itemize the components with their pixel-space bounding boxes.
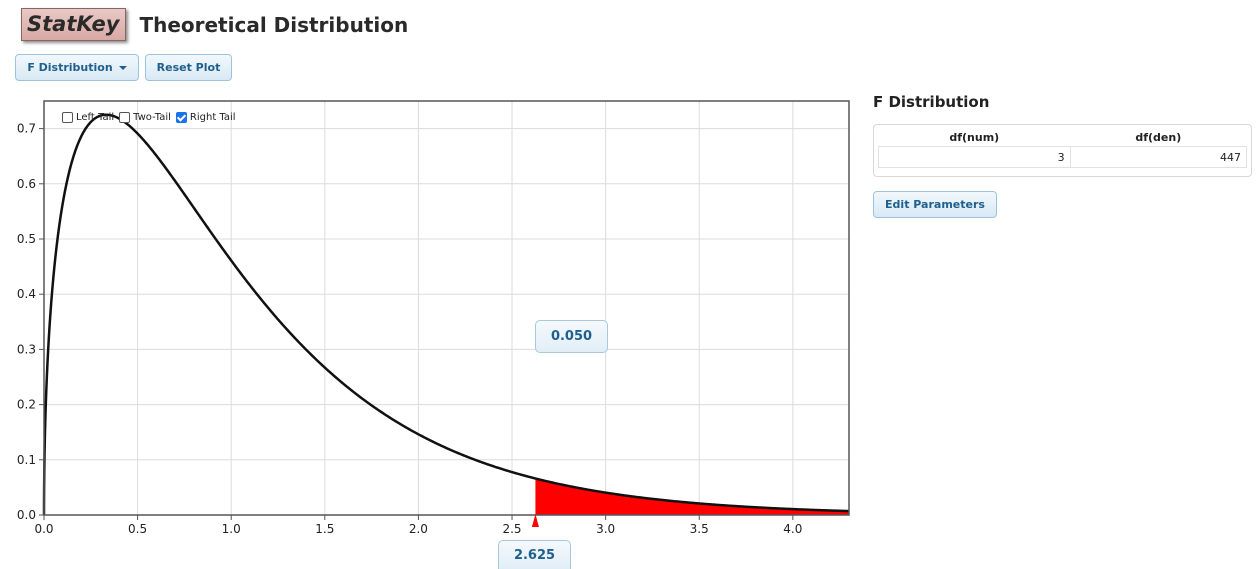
two-tail-checkbox[interactable] <box>119 112 131 123</box>
y-tick-label: 0.5 <box>17 232 36 246</box>
distribution-dropdown-button[interactable]: F Distribution <box>15 54 139 81</box>
left-tail-checkbox[interactable] <box>62 112 73 123</box>
page-title: Theoretical Distribution <box>139 12 409 37</box>
x-tick-label: 1.5 <box>315 522 334 536</box>
tail-options: Left Tail Two-Tail Right Tail <box>62 112 241 123</box>
app-header: StatKey Theoretical Distribution <box>21 8 408 41</box>
plot-frame <box>43 100 850 516</box>
x-tick-label: 0.5 <box>128 522 147 536</box>
chevron-down-icon <box>118 65 127 70</box>
density-curve <box>42 113 850 516</box>
statkey-logo[interactable]: StatKey <box>21 8 127 41</box>
f-distribution-chart: 0.0 0.1 0.2 0.3 0.4 0.5 0.6 0.7 0.0 0.5 1.0 1.5 2.0… <box>17 100 850 536</box>
df-den-header: df(den) <box>1135 131 1182 144</box>
two-tail-label: Two-Tail <box>133 112 171 123</box>
right-tail-label: Right Tail <box>189 112 236 123</box>
df-num-header: df(num) <box>949 131 1000 144</box>
x-tick-label: 2.5 <box>502 522 521 536</box>
y-tick-label: 0.0 <box>17 508 36 522</box>
x-tick-label: 4.0 <box>783 522 802 536</box>
parameters-table: df(num) df(den) 3 447 <box>873 124 1252 177</box>
right-tail-checkbox[interactable] <box>175 112 187 123</box>
y-tick-label: 0.6 <box>17 177 36 191</box>
right-tail-area <box>535 478 849 515</box>
tail-probability-box[interactable]: 0.050 <box>535 320 608 353</box>
x-tick-label: 0.0 <box>34 522 53 536</box>
x-tick-label: 1.0 <box>222 522 241 536</box>
x-tick-label: 2.0 <box>409 522 428 536</box>
df-num-value: 3 <box>878 146 1071 168</box>
x-tick-label: 3.0 <box>596 522 615 536</box>
y-tick-label: 0.4 <box>17 287 36 301</box>
y-tick-label: 0.3 <box>17 342 36 356</box>
distribution-dropdown-label: F Distribution <box>27 61 113 74</box>
y-tick-label: 0.1 <box>17 453 36 467</box>
y-tick-label: 0.7 <box>17 122 36 136</box>
left-tail-label: Left Tail <box>76 112 115 123</box>
y-tick-label: 0.2 <box>17 398 36 412</box>
critical-value-marker[interactable] <box>531 514 539 527</box>
critical-value-box[interactable]: 2.625 <box>498 540 571 569</box>
edit-parameters-button[interactable]: Edit Parameters <box>873 191 997 218</box>
reset-plot-button[interactable]: Reset Plot <box>145 54 232 81</box>
x-tick-label: 3.5 <box>690 522 709 536</box>
side-panel-title: F Distribution <box>873 93 990 111</box>
df-den-value: 447 <box>1069 146 1248 168</box>
